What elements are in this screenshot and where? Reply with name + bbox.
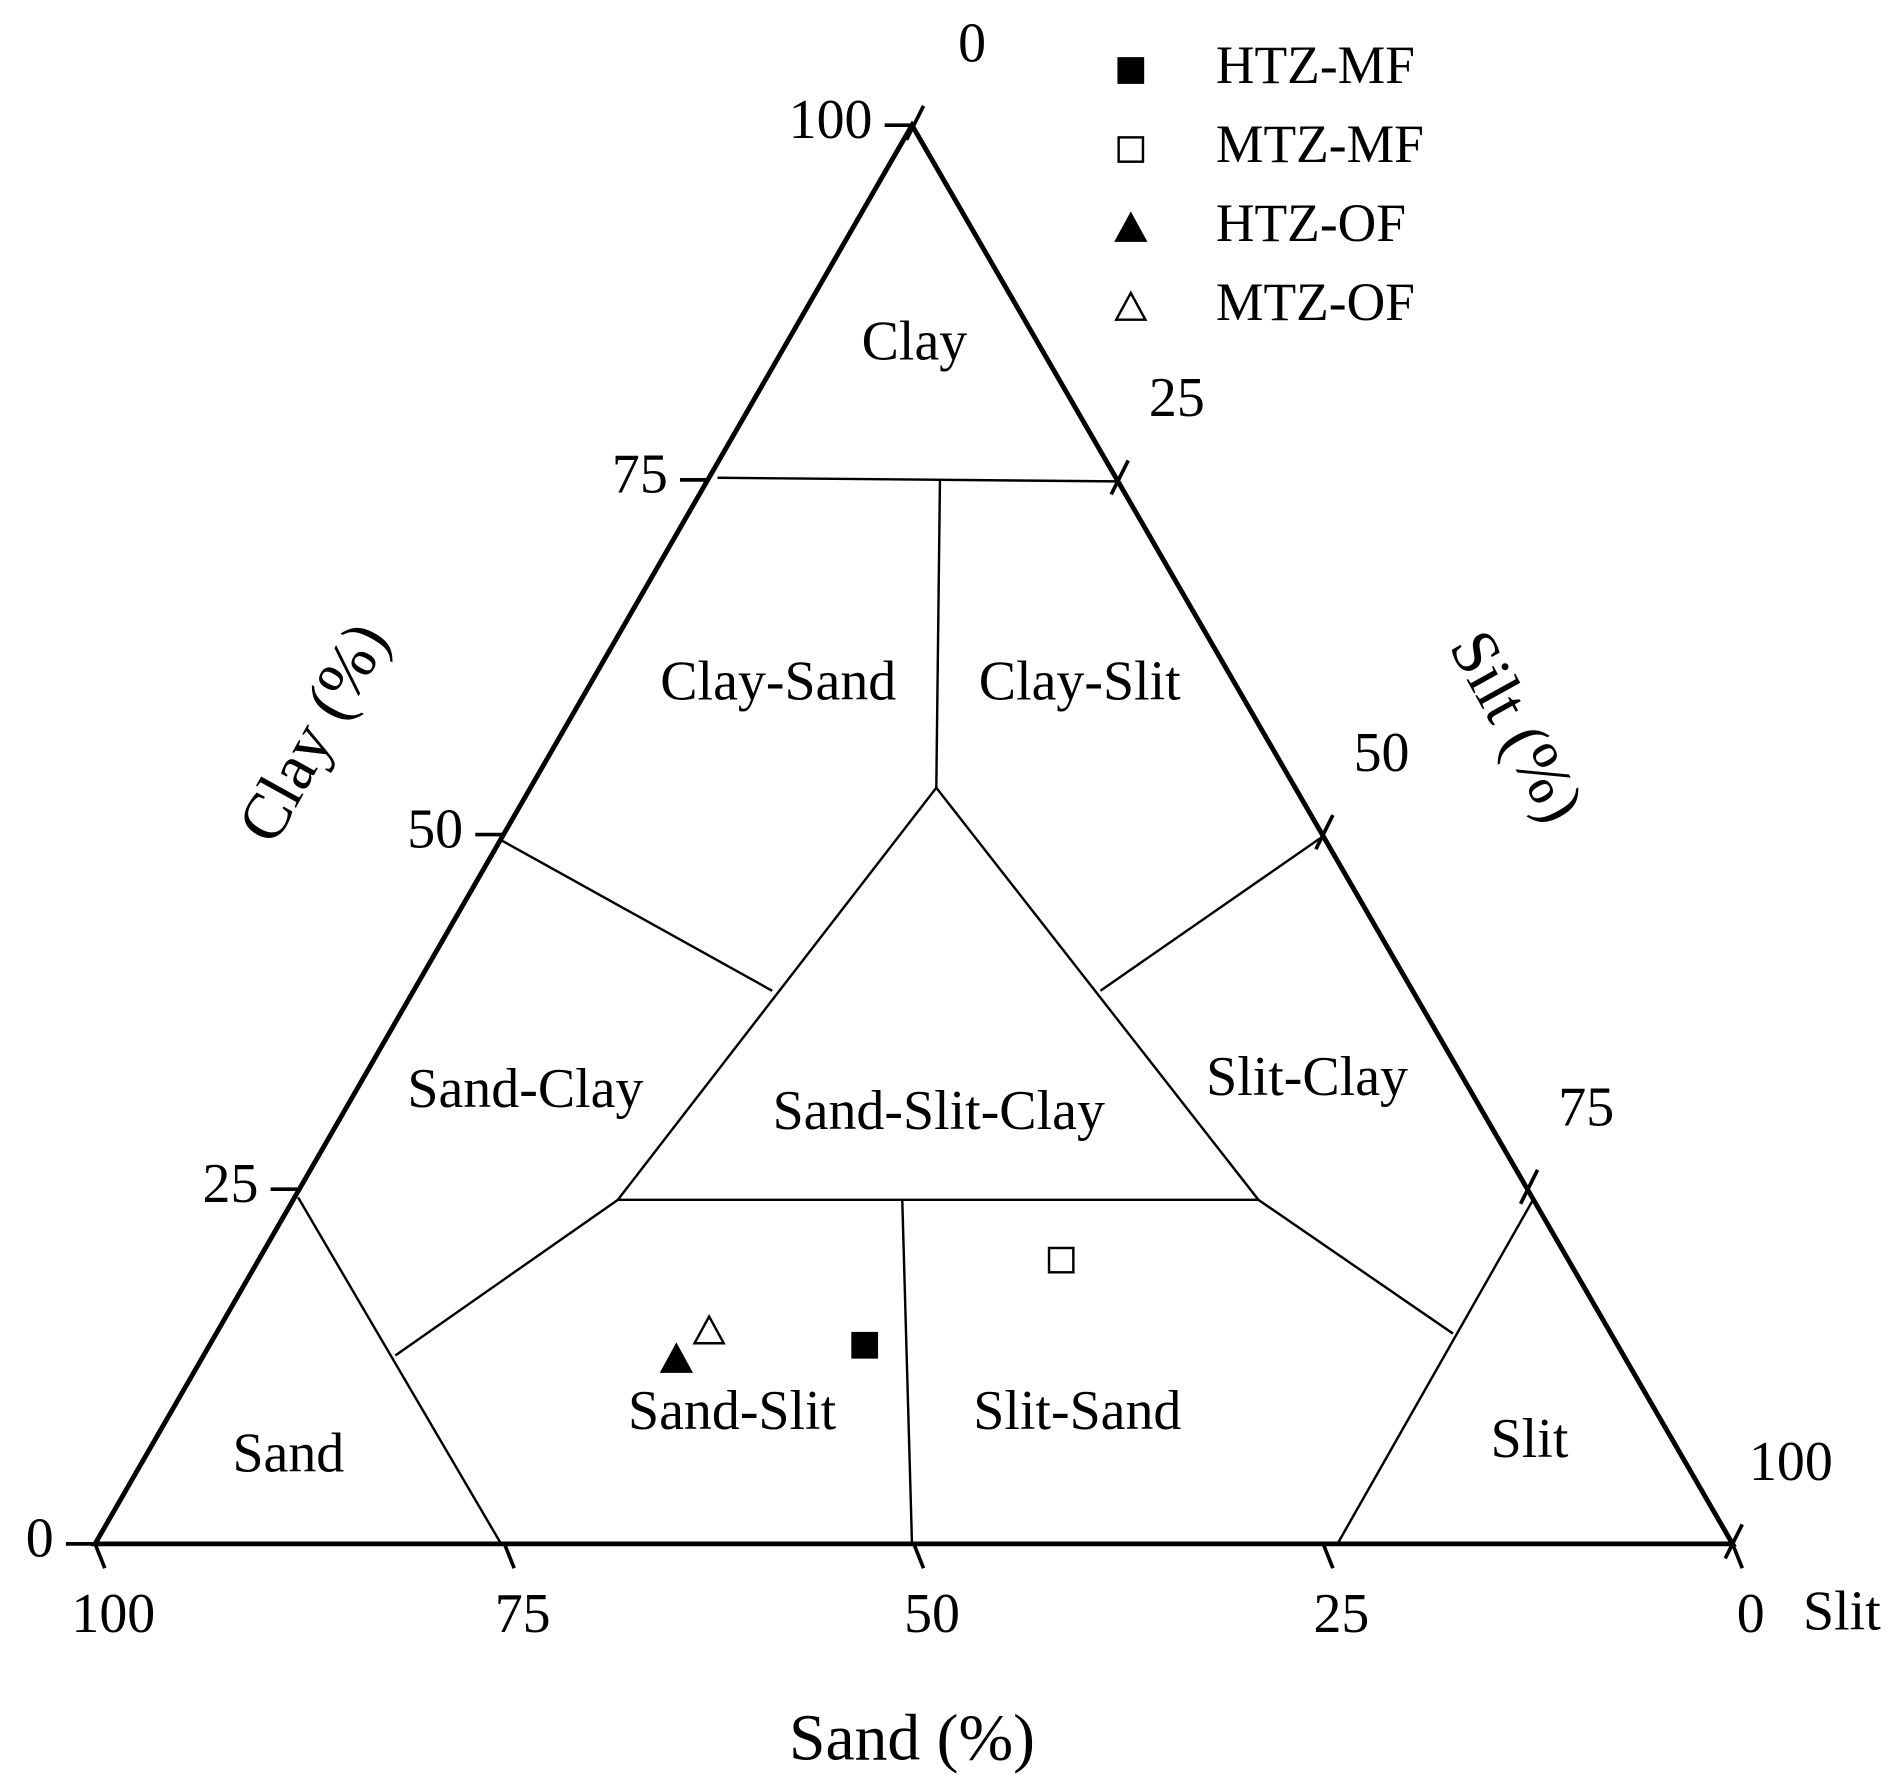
legend-label: MTZ-MF — [1216, 114, 1424, 174]
sand-tick-label: 75 — [495, 1583, 551, 1645]
legend-marker — [1114, 290, 1148, 321]
silt-tick-label: 75 — [1558, 1076, 1614, 1138]
region-label: Sand-Slit — [628, 1380, 837, 1442]
silt-tick — [1723, 1523, 1744, 1560]
legend-marker — [1117, 136, 1145, 163]
legend-label: HTZ-MF — [1216, 35, 1415, 95]
legend-marker — [1117, 57, 1145, 84]
region-label: Slit — [1491, 1408, 1569, 1470]
clay-tick-label: 100 — [789, 89, 873, 151]
region-label: Sand — [232, 1423, 344, 1485]
sand-tick — [502, 1543, 516, 1569]
data-point — [1047, 1246, 1075, 1274]
silt-tick-label: 0 — [958, 12, 986, 74]
region-label: Sand-Clay — [407, 1058, 643, 1120]
legend-marker — [1114, 211, 1148, 242]
boundaries — [297, 476, 1536, 1545]
clay-axis-title: Clay (%) — [224, 611, 403, 855]
silt-tick-label: 50 — [1354, 722, 1410, 784]
clay-tick-label: 0 — [26, 1508, 54, 1570]
sand-tick-label: 50 — [904, 1583, 960, 1645]
silt-tick — [1314, 814, 1335, 850]
region-label: Clay-Slit — [979, 651, 1181, 713]
sand-tick — [1321, 1543, 1335, 1569]
legend-label: MTZ-OF — [1216, 272, 1415, 332]
silt-tick-label: 25 — [1149, 367, 1205, 429]
sand-tick — [93, 1543, 107, 1569]
silt-axis-title: Silt (%) — [1435, 619, 1598, 834]
clay-tick-label: 75 — [612, 444, 668, 506]
silt-tick — [1109, 459, 1130, 496]
region-label: Slit-Clay — [1206, 1046, 1408, 1108]
region-label: Clay — [862, 310, 968, 372]
data-point — [851, 1331, 879, 1359]
data-point — [659, 1342, 694, 1373]
sand-tick-label: 0 — [1737, 1583, 1765, 1645]
sand-tick-label: 25 — [1313, 1583, 1369, 1645]
silt-tick — [904, 104, 926, 141]
region-label: Sand-Slit-Clay — [773, 1080, 1105, 1142]
sand-tick — [912, 1543, 926, 1569]
clay-tick-label: 50 — [407, 798, 463, 860]
corner-label: Slit — [1803, 1581, 1881, 1643]
silt-tick — [1518, 1168, 1540, 1205]
legend-label: HTZ-OF — [1216, 193, 1406, 253]
data-point — [692, 1313, 726, 1345]
region-label: Slit-Sand — [973, 1380, 1181, 1442]
region-label: Clay-Sand — [660, 651, 896, 713]
silt-tick-label: 100 — [1749, 1431, 1833, 1493]
sand-tick-label: 100 — [71, 1583, 155, 1645]
sand-tick — [1730, 1543, 1744, 1569]
clay-tick-label: 25 — [203, 1153, 259, 1215]
sand-axis-title: Sand (%) — [789, 1703, 1035, 1775]
